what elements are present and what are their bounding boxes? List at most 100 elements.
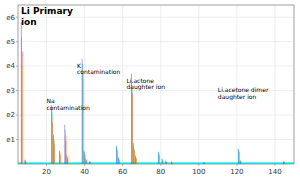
bar bbox=[135, 157, 136, 164]
x-tick-label: 100 bbox=[192, 168, 205, 176]
y-tick bbox=[16, 139, 18, 140]
grid-line-y bbox=[18, 66, 294, 67]
bar bbox=[118, 158, 119, 164]
bar bbox=[133, 146, 134, 164]
grid-line-x bbox=[84, 5, 85, 164]
bar bbox=[67, 157, 68, 164]
annotation-anchor bbox=[217, 100, 218, 101]
axes: 20406080100120140e1e2e3e4e5e6 bbox=[6, 14, 281, 176]
bar bbox=[54, 140, 55, 164]
x-tick bbox=[198, 164, 199, 166]
bar bbox=[59, 152, 60, 164]
bar bbox=[84, 153, 85, 164]
y-tick-label: e2 bbox=[6, 111, 15, 119]
series bbox=[22, 66, 285, 164]
bar bbox=[66, 156, 67, 164]
series bbox=[21, 22, 284, 164]
bar bbox=[22, 66, 23, 164]
grid-line-x bbox=[274, 5, 275, 164]
y-tick bbox=[16, 66, 18, 67]
x-tick bbox=[84, 164, 85, 166]
bar bbox=[119, 160, 120, 164]
bar bbox=[162, 160, 163, 164]
x-tick-label: 40 bbox=[80, 168, 89, 176]
bar bbox=[240, 161, 241, 164]
y-tick-label: e5 bbox=[6, 38, 15, 46]
bar bbox=[51, 108, 52, 164]
bar bbox=[65, 130, 66, 164]
y-tick-label: e4 bbox=[6, 62, 15, 70]
bar bbox=[241, 161, 242, 164]
series bbox=[22, 51, 285, 164]
bar bbox=[21, 51, 22, 164]
bar bbox=[132, 98, 133, 164]
annotation: Li.actonedaughter ion bbox=[126, 77, 165, 92]
bar bbox=[64, 125, 65, 164]
bar bbox=[82, 69, 83, 164]
annotation-anchor bbox=[76, 75, 77, 76]
bar bbox=[83, 81, 84, 164]
bar bbox=[53, 137, 54, 164]
bar bbox=[136, 159, 137, 164]
bar bbox=[237, 149, 238, 164]
bar bbox=[25, 161, 26, 164]
chart: 20406080100120140e1e2e3e4e5e6Li Primaryi… bbox=[0, 0, 300, 178]
bar bbox=[116, 147, 117, 164]
bar bbox=[89, 161, 90, 164]
grid-line-x bbox=[198, 5, 199, 164]
bar bbox=[238, 150, 239, 164]
bar bbox=[118, 160, 119, 164]
plot-frame bbox=[18, 5, 294, 164]
y-tick bbox=[16, 41, 18, 42]
bar bbox=[24, 160, 25, 164]
grid-line-x bbox=[122, 5, 123, 164]
bar bbox=[82, 73, 83, 164]
annotation-anchor bbox=[46, 111, 47, 112]
grid-line-x bbox=[236, 5, 237, 164]
annotations: Nacontamination Kcontamination Li.actoneda… bbox=[47, 62, 269, 112]
bar bbox=[25, 160, 26, 164]
bar bbox=[117, 149, 118, 164]
title: Li Primaryion bbox=[21, 6, 73, 27]
grid bbox=[18, 5, 294, 164]
bar bbox=[135, 158, 136, 164]
bar bbox=[134, 149, 135, 164]
bar bbox=[86, 160, 87, 164]
bar bbox=[82, 64, 83, 164]
plot-area bbox=[18, 22, 294, 164]
bar bbox=[132, 88, 133, 164]
series bbox=[21, 37, 284, 164]
x-tick bbox=[160, 164, 161, 166]
bar bbox=[136, 158, 137, 164]
x-tick bbox=[274, 164, 275, 166]
annotation-anchor bbox=[126, 90, 127, 91]
y-tick-label: e6 bbox=[6, 14, 15, 22]
bar bbox=[240, 161, 241, 164]
bar bbox=[52, 118, 53, 164]
bar bbox=[158, 153, 159, 164]
y-tick bbox=[16, 90, 18, 91]
annotation: Li.acetone dimerdaughter ion bbox=[218, 86, 269, 101]
bar bbox=[283, 161, 284, 164]
bar bbox=[116, 146, 117, 164]
y-tick-label: e1 bbox=[6, 136, 15, 144]
grid-line-y bbox=[18, 139, 294, 140]
x-tick-label: 60 bbox=[118, 168, 127, 176]
bar bbox=[131, 81, 132, 164]
bar bbox=[66, 136, 67, 164]
bar bbox=[59, 151, 60, 164]
bar bbox=[116, 148, 117, 164]
bar bbox=[85, 155, 86, 164]
grid-line-y bbox=[18, 17, 294, 18]
annotation: Kcontamination bbox=[77, 62, 120, 76]
bar bbox=[163, 160, 164, 164]
x-tick-label: 140 bbox=[268, 168, 281, 176]
bar bbox=[59, 154, 60, 164]
bar bbox=[21, 37, 22, 164]
annotation: Nacontamination bbox=[47, 97, 90, 111]
grid-line-y bbox=[18, 115, 294, 116]
bar bbox=[161, 159, 162, 164]
grid-line-x bbox=[46, 5, 47, 164]
y-tick bbox=[16, 115, 18, 116]
bar bbox=[84, 152, 85, 164]
